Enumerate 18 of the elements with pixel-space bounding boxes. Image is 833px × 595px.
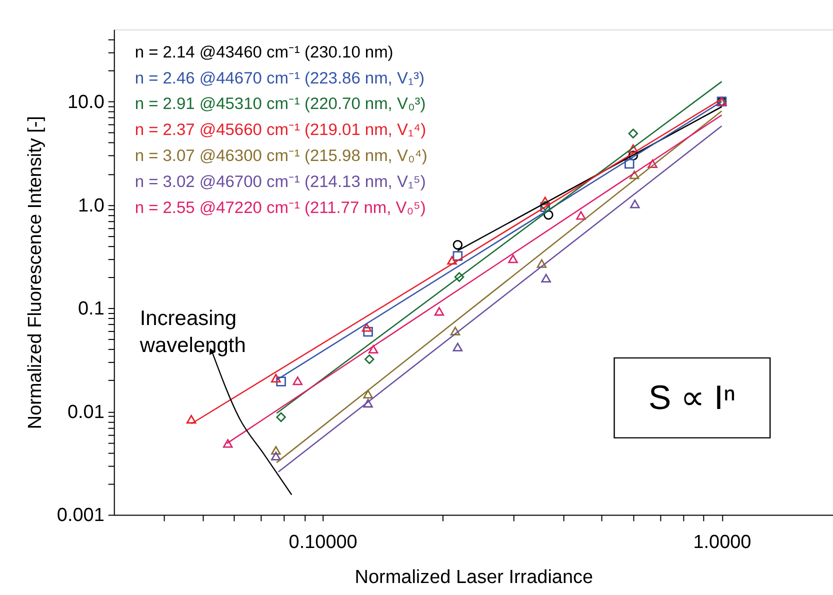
- y-tick-label: 0.01: [67, 402, 104, 423]
- y-tick-label: 0.001: [56, 505, 104, 526]
- annotation: Increasing wavelength: [138, 306, 246, 357]
- y-tick-label: 1.0: [78, 195, 104, 216]
- text: n = 2.46 @44670 cm⁻¹ (223.86 nm, V₁³): [134, 69, 424, 88]
- x-tick-label: 1.0000: [693, 532, 752, 554]
- y-tick-label: 0.1: [78, 298, 104, 320]
- text: n = 3.02 @46700 cm⁻¹ (214.13 nm, V₁⁵): [134, 173, 426, 192]
- text: n = 2.37 @45660 cm⁻¹ (219.01 nm, V₁⁴): [134, 121, 426, 140]
- y-tick-label: 10.0: [67, 92, 104, 114]
- text: n = 2.91 @45310 cm⁻¹ (220.70 nm, V₀³): [134, 95, 426, 114]
- x-tick-label: 0.10000: [288, 532, 358, 554]
- text: n = 2.55 @47220 cm⁻¹ (211.77 nm, V₀⁵): [134, 199, 426, 218]
- y-axis-title: Normalized Fluorescence Intensity [-]: [24, 116, 46, 430]
- annotation: S ∝ Iⁿ: [648, 378, 736, 417]
- text: n = 2.14 @43460 cm⁻¹ (230.10 nm): [134, 43, 394, 62]
- text: n = 3.07 @46300 cm⁻¹ (215.98 nm, V₀⁴): [134, 147, 428, 166]
- x-axis-title: Normalized Laser Irradiance: [354, 567, 594, 588]
